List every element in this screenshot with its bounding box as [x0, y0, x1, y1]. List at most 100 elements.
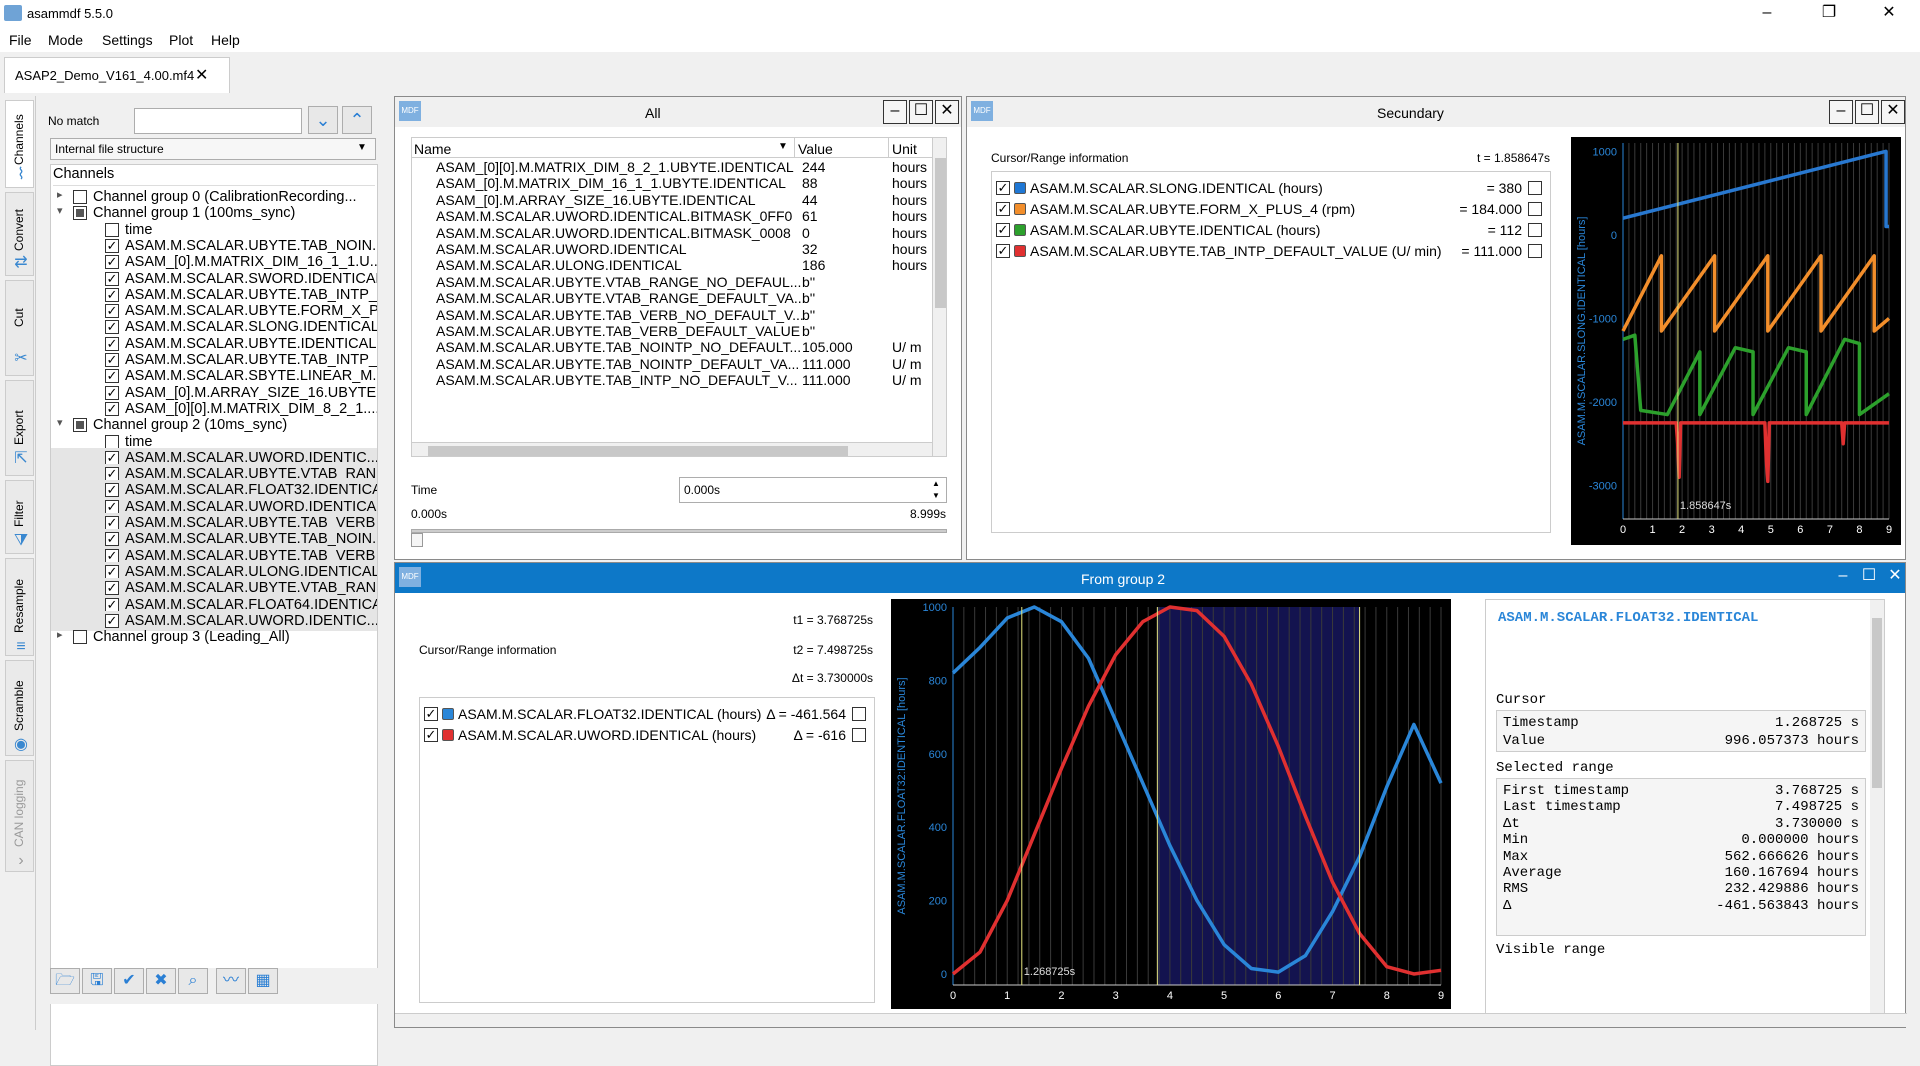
- tree-item-checkbox[interactable]: ✓: [105, 449, 119, 465]
- tree-item-checkbox[interactable]: ✓: [105, 580, 119, 596]
- tree-item[interactable]: ✓ ASAM_[0].M.MATRIX_DIM_16_1_1.U...: [51, 252, 377, 272]
- scrollbar-thumb-h[interactable]: [428, 446, 848, 456]
- time-slider[interactable]: [411, 529, 947, 533]
- side-tab-export[interactable]: Export ⇱: [5, 380, 34, 476]
- all-maximize-button[interactable]: ☐: [909, 100, 933, 124]
- open-folder-button[interactable]: 🗁: [50, 968, 80, 994]
- side-tab-cut[interactable]: Cut ✂: [5, 280, 34, 376]
- structure-mode-select[interactable]: Internal file structure ▼: [50, 138, 376, 160]
- side-tab-can-logging[interactable]: CAN logging ›: [5, 760, 34, 872]
- from-group-2-plot[interactable]: 1000 800 600 400 200 00 1 2 3 4 5 6 7 8 9 ASAM.M.SCALAR…: [891, 599, 1451, 1009]
- channel-visible-checkbox[interactable]: ✓: [996, 243, 1010, 258]
- tree-item-checkbox[interactable]: [73, 630, 87, 645]
- channel-color-swatch[interactable]: [1014, 182, 1026, 194]
- expand-arrow-icon[interactable]: ▾: [57, 417, 63, 430]
- close-icon[interactable]: ✕: [1882, 4, 1896, 21]
- stats-scrollbar[interactable]: [1870, 600, 1884, 1018]
- tree-item[interactable]: ✓ ASAM.M.SCALAR.FLOAT64.IDENTICAL: [51, 594, 377, 615]
- tree-item[interactable]: ✓ ASAM_[0].M.ARRAY_SIZE_16.UBYTE....: [51, 383, 377, 403]
- tree-item[interactable]: ✓ ASAM.M.SCALAR.SWORD.IDENTICAL: [51, 269, 377, 289]
- channel-visible-checkbox[interactable]: ✓: [996, 180, 1010, 195]
- channel-visible-checkbox[interactable]: ✓: [424, 727, 438, 742]
- all-close-button[interactable]: ✕: [935, 100, 959, 124]
- tree-item[interactable]: ✓ ASAM.M.SCALAR.SBYTE.LINEAR_M...: [51, 366, 377, 386]
- side-tab-scramble[interactable]: Scramble ◉: [5, 660, 34, 756]
- channel-color-swatch[interactable]: [442, 708, 454, 720]
- tree-item[interactable]: ▸ Channel group 3 (Leading_All): [51, 627, 377, 647]
- search-input[interactable]: [134, 108, 302, 134]
- save-button[interactable]: 🖫: [82, 968, 112, 994]
- tabular-button[interactable]: ▦: [248, 968, 278, 994]
- tree-item-checkbox[interactable]: ✓: [105, 531, 119, 547]
- tree-item[interactable]: ✓ ASAM.M.SCALAR.UBYTE.TAB_VERB_...: [51, 545, 377, 566]
- channel-visible-checkbox[interactable]: ✓: [996, 222, 1010, 237]
- tree-item-checkbox[interactable]: ✓: [105, 352, 119, 367]
- tree-item[interactable]: ✓ ASAM.M.SCALAR.UBYTE.TAB_INTP_...: [51, 350, 377, 370]
- tree-item[interactable]: ✓ ASAM.M.SCALAR.UBYTE.TAB_VERB_...: [51, 513, 377, 533]
- expand-arrow-icon[interactable]: ▸: [57, 189, 63, 201]
- secundary-maximize-button[interactable]: ☐: [1855, 100, 1879, 124]
- tree-item[interactable]: ✓ ASAM.M.SCALAR.UBYTE.FORM_X_P...: [51, 301, 377, 321]
- tree-item-checkbox[interactable]: [105, 222, 119, 237]
- channel-color-swatch[interactable]: [1014, 203, 1026, 215]
- channel-visible-checkbox[interactable]: ✓: [424, 706, 438, 721]
- tree-item-checkbox[interactable]: ✓: [105, 596, 119, 612]
- tree-item-checkbox[interactable]: ✓: [105, 368, 119, 384]
- minimize-icon[interactable]: –: [1762, 4, 1772, 21]
- search-previous-button[interactable]: ⌃: [342, 106, 372, 134]
- col-unit[interactable]: Unit: [892, 141, 917, 157]
- col-value[interactable]: Value: [798, 141, 833, 157]
- time-spinbox[interactable]: 0.000s ▲ ▼: [679, 477, 947, 503]
- tree-item[interactable]: ✓ ASAM.M.SCALAR.UWORD.IDENTIC...: [51, 447, 377, 468]
- tree-item[interactable]: ✓ ASAM.M.SCALAR.UBYTE.TAB_NOIN...: [51, 529, 377, 550]
- mdi-horizontal-scrollbar[interactable]: [395, 1013, 1907, 1027]
- col-name[interactable]: Name: [414, 141, 452, 157]
- tree-item-checkbox[interactable]: ✓: [105, 563, 119, 579]
- tree-item[interactable]: ✓ ASAM.M.SCALAR.FLOAT32.IDENTICAL: [51, 480, 377, 501]
- side-tab-filter[interactable]: Filter ⧩: [5, 480, 34, 554]
- from-maximize-button[interactable]: ☐: [1861, 567, 1877, 584]
- search-button[interactable]: ⌕: [178, 968, 208, 994]
- tree-item[interactable]: ✓ ASAM_[0][0].M.MATRIX_DIM_8_2_1....: [51, 399, 377, 419]
- from-close-button[interactable]: ✕: [1888, 567, 1902, 584]
- tree-item[interactable]: ✓ ASAM.M.SCALAR.UBYTE.VTAB_RAN...: [51, 464, 377, 485]
- all-minimize-button[interactable]: –: [883, 100, 907, 124]
- file-tab[interactable]: ASAP2_Demo_V161_4.00.mf4 ✕: [4, 57, 230, 93]
- tree-item-checkbox[interactable]: ✓: [105, 482, 119, 498]
- tree-item-checkbox[interactable]: ✓: [105, 237, 119, 253]
- side-tab-channels[interactable]: Channels ⌇: [5, 100, 34, 188]
- tree-item-checkbox[interactable]: ✓: [105, 547, 119, 563]
- expand-arrow-icon[interactable]: ▸: [57, 629, 63, 642]
- scrollbar-thumb[interactable]: [935, 158, 946, 308]
- tree-item[interactable]: ✓ ASAM.M.SCALAR.ULONG.IDENTICAL: [51, 561, 377, 582]
- tree-item-checkbox[interactable]: ✓: [105, 498, 119, 514]
- tree-item-checkbox[interactable]: ✓: [105, 400, 119, 416]
- channel-individual-axis-checkbox[interactable]: [852, 707, 866, 721]
- tree-item-checkbox[interactable]: ✓: [105, 270, 119, 286]
- channel-individual-axis-checkbox[interactable]: [852, 728, 866, 742]
- expand-arrow-icon[interactable]: ▾: [57, 205, 63, 218]
- menu-help[interactable]: Help: [211, 32, 240, 48]
- channel-color-swatch[interactable]: [442, 729, 454, 741]
- tree-item-checkbox[interactable]: [73, 206, 87, 221]
- menu-mode[interactable]: Mode: [48, 32, 84, 48]
- tree-item[interactable]: ✓ ASAM.M.SCALAR.SLONG.IDENTICAL: [51, 317, 377, 337]
- tree-item-checkbox[interactable]: ✓: [105, 515, 119, 530]
- menu-settings[interactable]: Settings: [102, 32, 153, 48]
- tree-item-checkbox[interactable]: ✓: [105, 384, 119, 400]
- secundary-plot[interactable]: 1000 0 -1000 -2000 -3000 0 1 2 3 4 5 6 7 8 9 ASAM.M.SCA…: [1571, 137, 1901, 545]
- tree-item[interactable]: ▾ Channel group 2 (10ms_sync): [51, 415, 377, 435]
- tree-item[interactable]: ✓ ASAM.M.SCALAR.UBYTE.VTAB_RAN...: [51, 578, 377, 599]
- tree-item[interactable]: ✓ ASAM.M.SCALAR.UWORD.IDENTICAL: [51, 496, 377, 517]
- channel-color-swatch[interactable]: [1014, 245, 1026, 257]
- tree-item[interactable]: ▸ Channel group 0 (CalibrationRecording..…: [51, 187, 377, 207]
- tree-item-checkbox[interactable]: [73, 418, 87, 433]
- channel-individual-axis-checkbox[interactable]: [1528, 181, 1542, 195]
- secundary-close-button[interactable]: ✕: [1881, 100, 1905, 124]
- channel-individual-axis-checkbox[interactable]: [1528, 202, 1542, 216]
- tree-item[interactable]: time: [51, 220, 377, 240]
- check-all-button[interactable]: ✔: [114, 968, 144, 994]
- uncheck-all-button[interactable]: ✖: [146, 968, 176, 994]
- maximize-icon[interactable]: ❐: [1821, 4, 1837, 21]
- channel-color-swatch[interactable]: [1014, 224, 1026, 236]
